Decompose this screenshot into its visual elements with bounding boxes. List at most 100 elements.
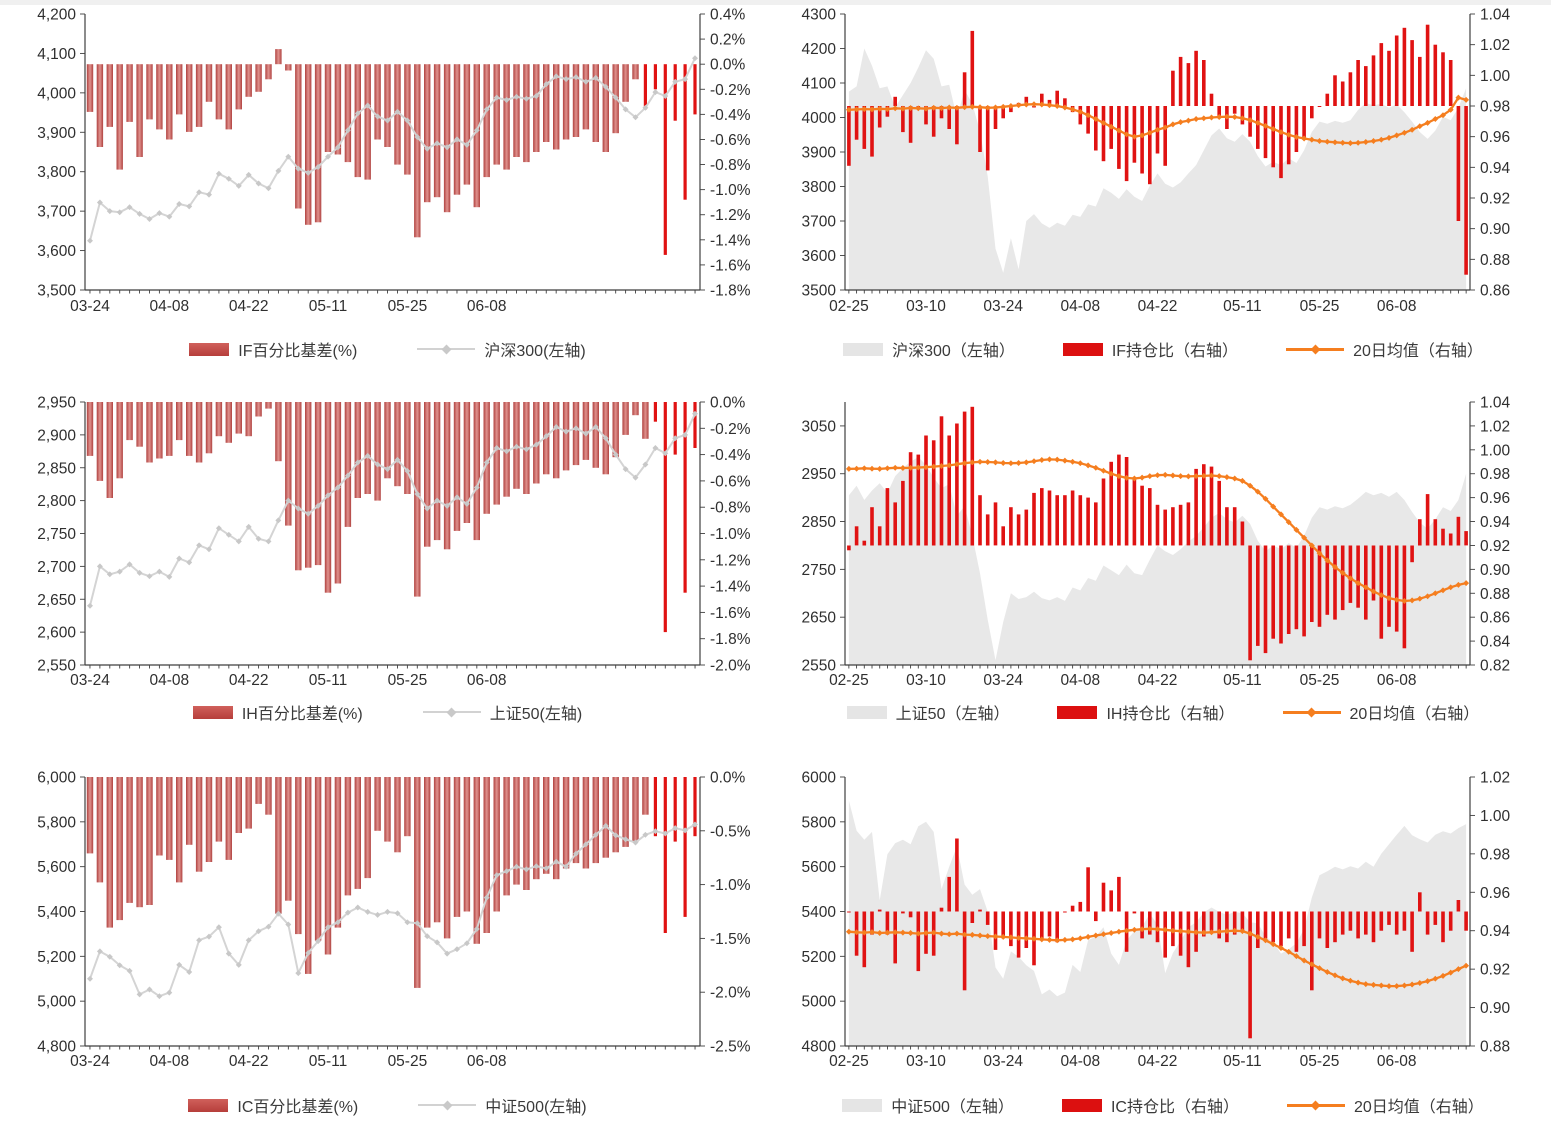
svg-text:0.84: 0.84 <box>1480 634 1511 651</box>
legend-label: 沪深300（左轴） <box>892 343 1015 360</box>
if_basis-line-series <box>87 55 698 244</box>
ic_hold-tick-labels: 4800 5000 5200 5400 5600 5800 6000 1.02 1.00 0.98… <box>802 770 1511 1070</box>
ih_hold-ticks <box>840 401 1475 669</box>
ic-basis-legend: IC百分比基差(%) 中证500(左轴) <box>0 1093 775 1117</box>
ih_basis-ticks <box>80 401 705 669</box>
svg-text:0.90: 0.90 <box>1480 221 1511 238</box>
svg-text:04-22: 04-22 <box>229 1053 269 1069</box>
svg-text:5600: 5600 <box>802 859 837 876</box>
svg-text:4300: 4300 <box>802 7 837 24</box>
svg-text:05-11: 05-11 <box>309 298 348 315</box>
legend-item-if-basis: IF百分比基差(%) <box>189 337 357 361</box>
legend-swatch-line <box>417 348 476 350</box>
svg-text:3,500: 3,500 <box>37 283 76 300</box>
svg-text:0.92: 0.92 <box>1480 191 1510 208</box>
svg-text:-0.8%: -0.8% <box>710 500 751 517</box>
legend-label: 20日均值（右轴） <box>1353 343 1483 360</box>
if_basis-plot: 3,500 3,600 3,700 3,800 3,900 4,000 4,100 4,200… <box>37 7 751 316</box>
svg-text:3800: 3800 <box>802 179 837 196</box>
svg-text:0.96: 0.96 <box>1480 885 1510 902</box>
svg-text:06-08: 06-08 <box>1377 1053 1417 1069</box>
if_hold-plot: 3500 3600 3700 3800 3900 4000 4100 4200 4300 1.04… <box>802 7 1511 316</box>
chart-if-holding: 3500 3600 3700 3800 3900 4000 4100 4200 4300 1.04… <box>775 0 1551 361</box>
svg-text:-1.0%: -1.0% <box>710 877 751 894</box>
svg-text:-1.6%: -1.6% <box>710 605 751 622</box>
svg-text:0.92: 0.92 <box>1480 962 1510 979</box>
svg-text:06-08: 06-08 <box>467 672 507 688</box>
svg-text:1.02: 1.02 <box>1480 770 1510 787</box>
if_hold-area-series <box>848 48 1467 290</box>
chart-ih-basis: 2,550 2,600 2,650 2,700 2,750 2,800 2,850 2,900… <box>0 388 775 724</box>
svg-text:2,900: 2,900 <box>37 427 76 444</box>
if-holding-legend: 沪深300（左轴） IF持仓比（右轴） 20日均值（右轴） <box>775 337 1551 361</box>
ih-basis-legend: IH百分比基差(%) 上证50(左轴) <box>0 700 775 724</box>
svg-text:4200: 4200 <box>802 41 837 58</box>
svg-text:03-24: 03-24 <box>70 672 110 688</box>
svg-text:05-25: 05-25 <box>388 672 428 688</box>
svg-text:1.04: 1.04 <box>1480 395 1511 412</box>
svg-text:03-24: 03-24 <box>70 298 110 315</box>
svg-text:04-08: 04-08 <box>1060 1053 1100 1069</box>
svg-text:0.90: 0.90 <box>1480 562 1511 579</box>
svg-text:-0.4%: -0.4% <box>710 107 751 124</box>
svg-text:04-08: 04-08 <box>1060 298 1100 315</box>
legend-swatch-bar <box>188 1098 229 1112</box>
svg-text:5,000: 5,000 <box>37 994 76 1011</box>
if_basis-axes <box>84 14 701 291</box>
svg-text:06-08: 06-08 <box>467 298 507 315</box>
svg-text:-2.5%: -2.5% <box>710 1039 751 1056</box>
ih_hold-tick-labels: 2550 2650 2750 2850 2950 3050 1.04 1.02 1.00 0.98… <box>802 395 1511 689</box>
ih-holding-legend: 上证50（左轴） IH持仓比（右轴） 20日均值（右轴） <box>775 700 1551 724</box>
svg-text:-2.0%: -2.0% <box>710 985 751 1002</box>
legend-item-ic-basis: IC百分比基差(%) <box>188 1093 358 1117</box>
ic_basis-tick-labels: 4,800 5,000 5,200 5,400 5,600 5,800 6,000 0.0% -… <box>37 770 751 1070</box>
svg-text:-1.0%: -1.0% <box>710 182 751 199</box>
legend-item-csi500-area: 中证500（左轴） <box>842 1093 1014 1117</box>
svg-text:0.82: 0.82 <box>1480 658 1510 675</box>
svg-text:0.92: 0.92 <box>1480 538 1510 555</box>
svg-text:1.02: 1.02 <box>1480 418 1510 435</box>
svg-text:-1.5%: -1.5% <box>710 931 751 948</box>
legend-item-ih-basis: IH百分比基差(%) <box>192 700 363 724</box>
svg-text:1.02: 1.02 <box>1480 37 1510 54</box>
legend-swatch-bar <box>1057 705 1098 719</box>
svg-text:05-11: 05-11 <box>309 1053 348 1069</box>
svg-text:4,100: 4,100 <box>37 46 76 63</box>
legend-item-ma20: 20日均值（右轴） <box>1286 1093 1484 1117</box>
svg-text:-1.8%: -1.8% <box>710 631 751 648</box>
svg-text:4,800: 4,800 <box>37 1039 76 1056</box>
svg-text:04-22: 04-22 <box>1138 298 1178 315</box>
svg-text:04-22: 04-22 <box>1138 1053 1178 1069</box>
svg-text:03-10: 03-10 <box>906 1053 946 1069</box>
svg-text:1.04: 1.04 <box>1480 7 1511 24</box>
svg-text:0.0%: 0.0% <box>710 395 746 412</box>
svg-text:6,000: 6,000 <box>37 770 76 787</box>
svg-text:5,200: 5,200 <box>37 949 76 966</box>
svg-text:4,200: 4,200 <box>37 7 76 24</box>
legend-swatch-line <box>1286 1103 1345 1107</box>
chart-ic-holding: 4800 5000 5200 5400 5600 5800 6000 1.02 1.00 0.98… <box>775 763 1551 1117</box>
svg-text:05-11: 05-11 <box>1223 672 1262 688</box>
legend-label: IH百分比基差(%) <box>241 706 363 723</box>
legend-swatch-area <box>843 342 884 356</box>
legend-swatch-area <box>842 1098 883 1112</box>
legend-item-csi500: 中证500(左轴) <box>418 1093 587 1117</box>
legend-label: IC持仓比（右轴） <box>1110 1099 1239 1116</box>
svg-text:0.2%: 0.2% <box>710 32 746 49</box>
legend-item-ic-holding: IC持仓比（右轴） <box>1061 1093 1239 1117</box>
svg-text:3700: 3700 <box>802 214 837 231</box>
chart-ic-basis: 4,800 5,000 5,200 5,400 5,600 5,800 6,000 0.0% -… <box>0 763 775 1117</box>
svg-text:5000: 5000 <box>802 994 837 1011</box>
svg-text:4800: 4800 <box>802 1039 837 1056</box>
svg-text:0.94: 0.94 <box>1480 160 1511 177</box>
svg-text:1.00: 1.00 <box>1480 68 1511 85</box>
ic_hold-plot: 4800 5000 5200 5400 5600 5800 6000 1.02 1.00 0.98… <box>802 770 1511 1070</box>
legend-swatch-bar <box>192 705 233 719</box>
svg-text:2950: 2950 <box>802 466 837 483</box>
svg-text:05-25: 05-25 <box>388 1053 428 1069</box>
svg-text:0.88: 0.88 <box>1480 252 1510 269</box>
legend-item-hs300-area: 沪深300（左轴） <box>843 337 1015 361</box>
svg-text:5400: 5400 <box>802 904 837 921</box>
svg-text:05-11: 05-11 <box>309 672 348 688</box>
svg-text:06-08: 06-08 <box>1377 298 1417 315</box>
